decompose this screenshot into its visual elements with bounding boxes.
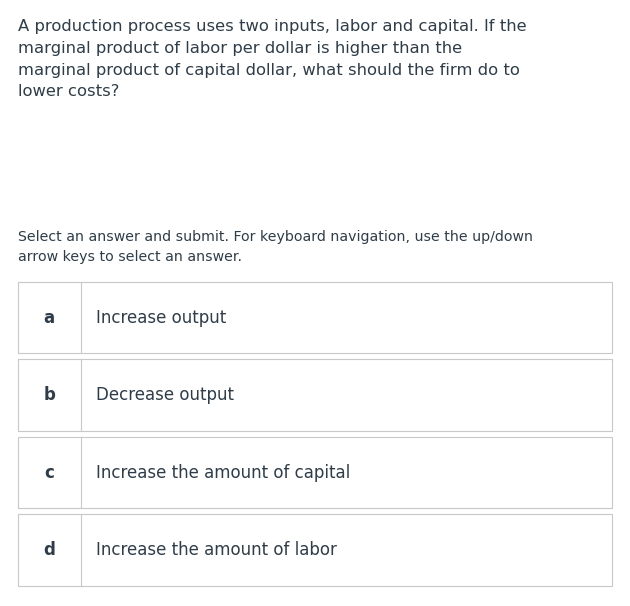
Text: Increase the amount of labor: Increase the amount of labor — [96, 541, 337, 559]
Text: Select an answer and submit. For keyboard navigation, use the up/down
arrow keys: Select an answer and submit. For keyboar… — [18, 230, 532, 264]
Text: a: a — [43, 308, 55, 327]
Text: Increase the amount of capital: Increase the amount of capital — [96, 464, 351, 482]
Text: A production process uses two inputs, labor and capital. If the
marginal product: A production process uses two inputs, la… — [18, 19, 526, 99]
Text: Increase output: Increase output — [96, 308, 227, 327]
Bar — [18, 437, 612, 508]
Text: b: b — [43, 386, 55, 404]
Bar — [18, 282, 612, 353]
Text: c: c — [44, 464, 54, 482]
Text: d: d — [43, 541, 55, 559]
Bar — [18, 359, 612, 431]
Text: Decrease output: Decrease output — [96, 386, 234, 404]
Bar — [18, 514, 612, 586]
